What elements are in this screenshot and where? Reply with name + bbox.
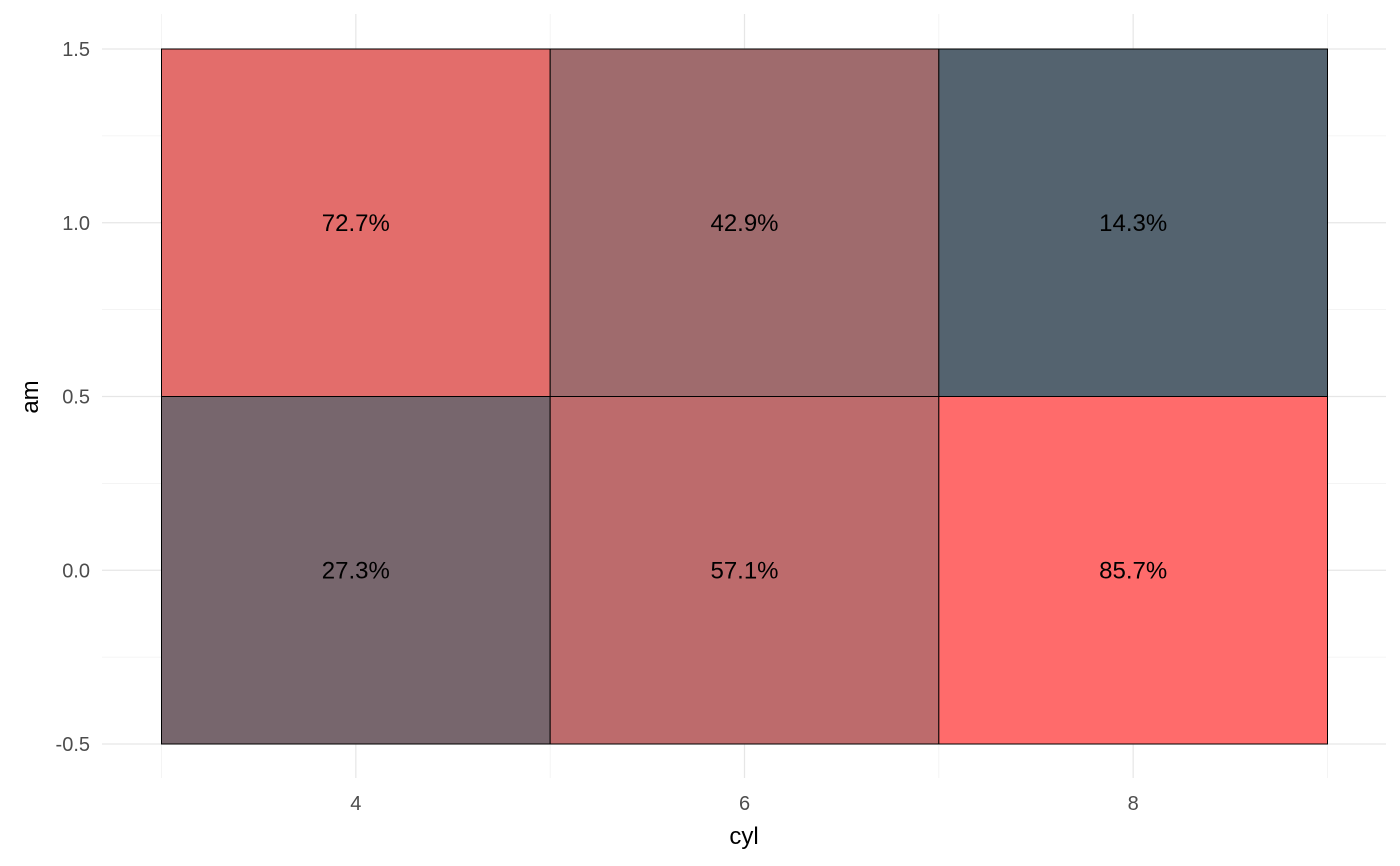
y-axis-title: am [17,380,44,413]
x-axis-ticks: 4 6 8 [350,793,1138,815]
cell-value-label: 85.7% [1099,557,1167,584]
heatmap-tiles [161,48,1328,745]
x-tick-label: 8 [1128,793,1139,815]
y-tick-label: -0.5 [56,734,90,756]
heatmap-cell [549,396,940,745]
x-tick-label: 4 [350,793,361,815]
x-axis-title: cyl [729,823,758,850]
cell-value-label: 42.9% [710,210,778,237]
cell-labels: 27.3% 72.7% 57.1% 42.9% 85.7% 14.3% [322,210,1167,585]
heatmap-cell [549,48,940,397]
cell-value-label: 57.1% [710,557,778,584]
y-tick-label: 1.0 [62,213,90,235]
y-tick-label: 1.5 [62,39,90,61]
cell-value-label: 27.3% [322,557,390,584]
heatmap-cell [161,48,551,397]
y-tick-label: 0.0 [62,560,90,582]
heatmap-cell [938,48,1328,397]
cell-value-label: 72.7% [322,210,390,237]
heatmap-cell [938,396,1328,745]
x-tick-label: 6 [739,793,750,815]
heatmap-cell [161,396,551,745]
cell-value-label: 14.3% [1099,210,1167,237]
y-axis-ticks: -0.5 0.0 0.5 1.0 1.5 [56,39,90,756]
y-tick-label: 0.5 [62,387,90,409]
